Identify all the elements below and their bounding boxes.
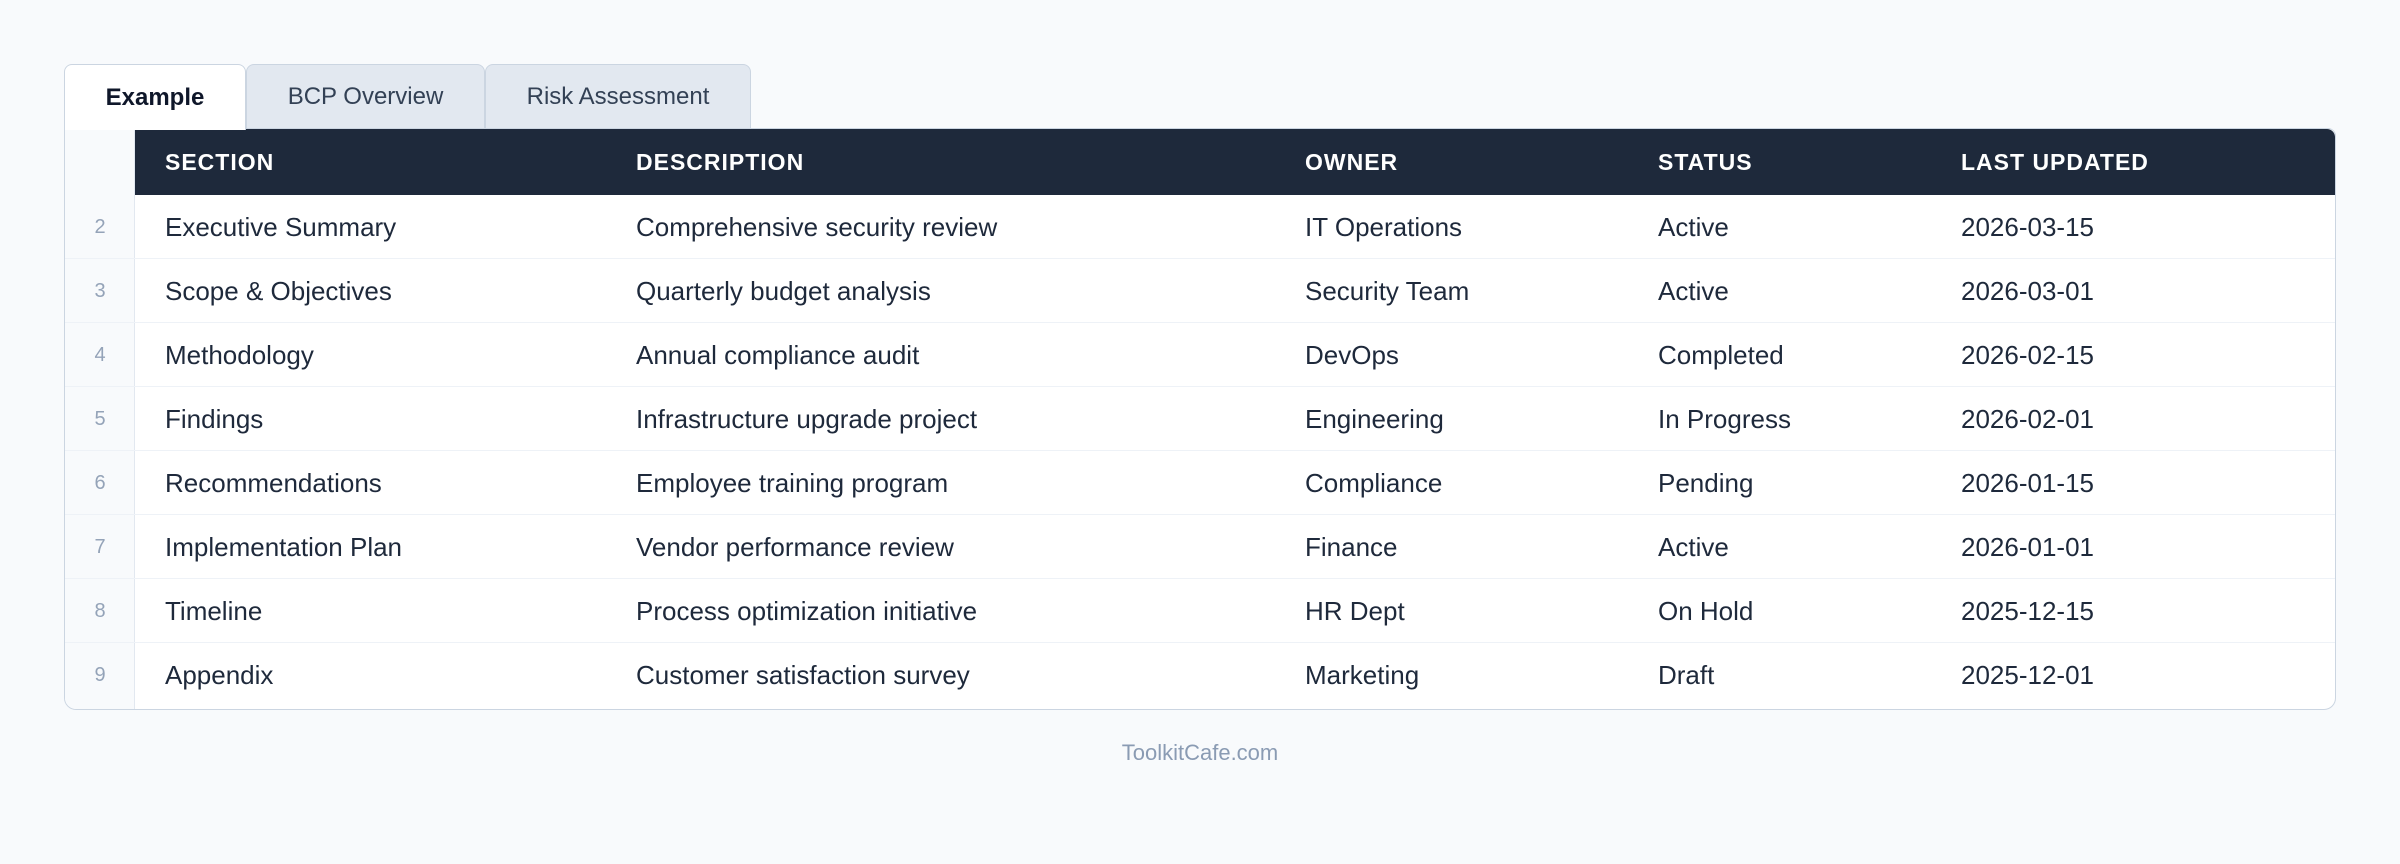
cell-section[interactable]: Recommendations xyxy=(165,468,382,498)
row-number: 3 xyxy=(94,280,106,302)
cell-owner[interactable]: IT Operations xyxy=(1305,212,1463,242)
row-number: 2 xyxy=(94,216,106,238)
header-status: STATUS xyxy=(1658,149,1753,175)
cell-status[interactable]: In Progress xyxy=(1658,404,1791,434)
row-number: 7 xyxy=(94,536,106,558)
row-number: 6 xyxy=(94,472,106,494)
data-table: SECTION DESCRIPTION OWNER STATUS LAST UP… xyxy=(64,128,2336,710)
cell-last-updated[interactable]: 2025-12-15 xyxy=(1961,596,2094,626)
cell-section[interactable]: Methodology xyxy=(165,340,314,370)
cell-last-updated[interactable]: 2026-01-15 xyxy=(1961,468,2094,498)
tab-bcp-overview[interactable]: BCP Overview xyxy=(246,64,485,128)
cell-owner[interactable]: DevOps xyxy=(1305,340,1399,370)
header-description: DESCRIPTION xyxy=(636,149,805,175)
cell-description[interactable]: Employee training program xyxy=(636,468,949,498)
tab-risk-assessment[interactable]: Risk Assessment xyxy=(485,64,751,128)
cell-status[interactable]: Draft xyxy=(1658,660,1715,690)
header-last-updated: LAST UPDATED xyxy=(1961,149,2149,175)
row-number: 5 xyxy=(94,408,106,430)
cell-owner[interactable]: Marketing xyxy=(1305,660,1420,690)
table-row[interactable]: 6 Recommendations Employee training progra… xyxy=(65,451,2335,515)
cell-description[interactable]: Infrastructure upgrade project xyxy=(636,404,978,434)
cell-section[interactable]: Executive Summary xyxy=(165,212,397,242)
cell-last-updated[interactable]: 2026-01-01 xyxy=(1961,532,2094,562)
cell-owner[interactable]: Finance xyxy=(1305,532,1398,562)
table-header: SECTION DESCRIPTION OWNER STATUS LAST UP… xyxy=(135,129,2335,195)
cell-owner[interactable]: Engineering xyxy=(1305,404,1444,434)
cell-description[interactable]: Comprehensive security review xyxy=(636,212,998,242)
table-row[interactable]: 7 Implementation Plan Vendor performance r… xyxy=(65,515,2335,579)
cell-status[interactable]: Active xyxy=(1658,276,1729,306)
row-number-column xyxy=(65,129,135,709)
row-number: 4 xyxy=(94,344,106,366)
cell-description[interactable]: Annual compliance audit xyxy=(636,340,920,370)
spreadsheet-viewer: Example BCP Overview Risk Assessment SEC… xyxy=(64,64,2336,710)
cell-section[interactable]: Appendix xyxy=(165,660,274,690)
cell-owner[interactable]: HR Dept xyxy=(1305,596,1405,626)
cell-description[interactable]: Customer satisfaction survey xyxy=(636,660,970,690)
cell-status[interactable]: Completed xyxy=(1658,340,1784,370)
table-row[interactable]: 5 Findings Infrastructure upgrade project E… xyxy=(65,387,2335,451)
cell-description[interactable]: Vendor performance review xyxy=(636,532,954,562)
table-row[interactable]: 3 Scope & Objectives Quarterly budget anal… xyxy=(65,259,2335,323)
cell-last-updated[interactable]: 2026-03-15 xyxy=(1961,212,2094,242)
cell-owner[interactable]: Compliance xyxy=(1305,468,1443,498)
table-row[interactable]: 2 Executive Summary Comprehensive security… xyxy=(65,195,2335,259)
cell-status[interactable]: Active xyxy=(1658,212,1729,242)
table-row[interactable]: 8 Timeline Process optimization initiative… xyxy=(65,579,2335,643)
cell-owner[interactable]: Security Team xyxy=(1305,276,1470,306)
cell-status[interactable]: On Hold xyxy=(1658,596,1754,626)
header-section: SECTION xyxy=(165,149,275,175)
cell-last-updated[interactable]: 2026-02-15 xyxy=(1961,340,2094,370)
cell-section[interactable]: Scope & Objectives xyxy=(165,276,392,306)
footer-brand: ToolkitCafe.com xyxy=(1121,740,1279,765)
cell-status[interactable]: Pending xyxy=(1658,468,1754,498)
sheet-tabs: Example BCP Overview Risk Assessment xyxy=(64,64,2336,130)
cell-section[interactable]: Timeline xyxy=(165,596,263,626)
table-row[interactable]: 9 Appendix Customer satisfaction survey Mar… xyxy=(65,643,2335,707)
cell-last-updated[interactable]: 2025-12-01 xyxy=(1961,660,2094,690)
cell-section[interactable]: Findings xyxy=(165,404,264,434)
cell-last-updated[interactable]: 2026-03-01 xyxy=(1961,276,2094,306)
header-owner: OWNER xyxy=(1305,149,1399,175)
cell-description[interactable]: Quarterly budget analysis xyxy=(636,276,931,306)
row-number: 9 xyxy=(94,664,106,686)
cell-status[interactable]: Active xyxy=(1658,532,1729,562)
cell-last-updated[interactable]: 2026-02-01 xyxy=(1961,404,2094,434)
cell-section[interactable]: Implementation Plan xyxy=(165,532,403,562)
cell-description[interactable]: Process optimization initiative xyxy=(636,596,978,626)
tab-example[interactable]: Example xyxy=(64,64,246,130)
table-row[interactable]: 4 Methodology Annual compliance audit DevOp… xyxy=(65,323,2335,387)
row-number: 8 xyxy=(94,600,106,622)
